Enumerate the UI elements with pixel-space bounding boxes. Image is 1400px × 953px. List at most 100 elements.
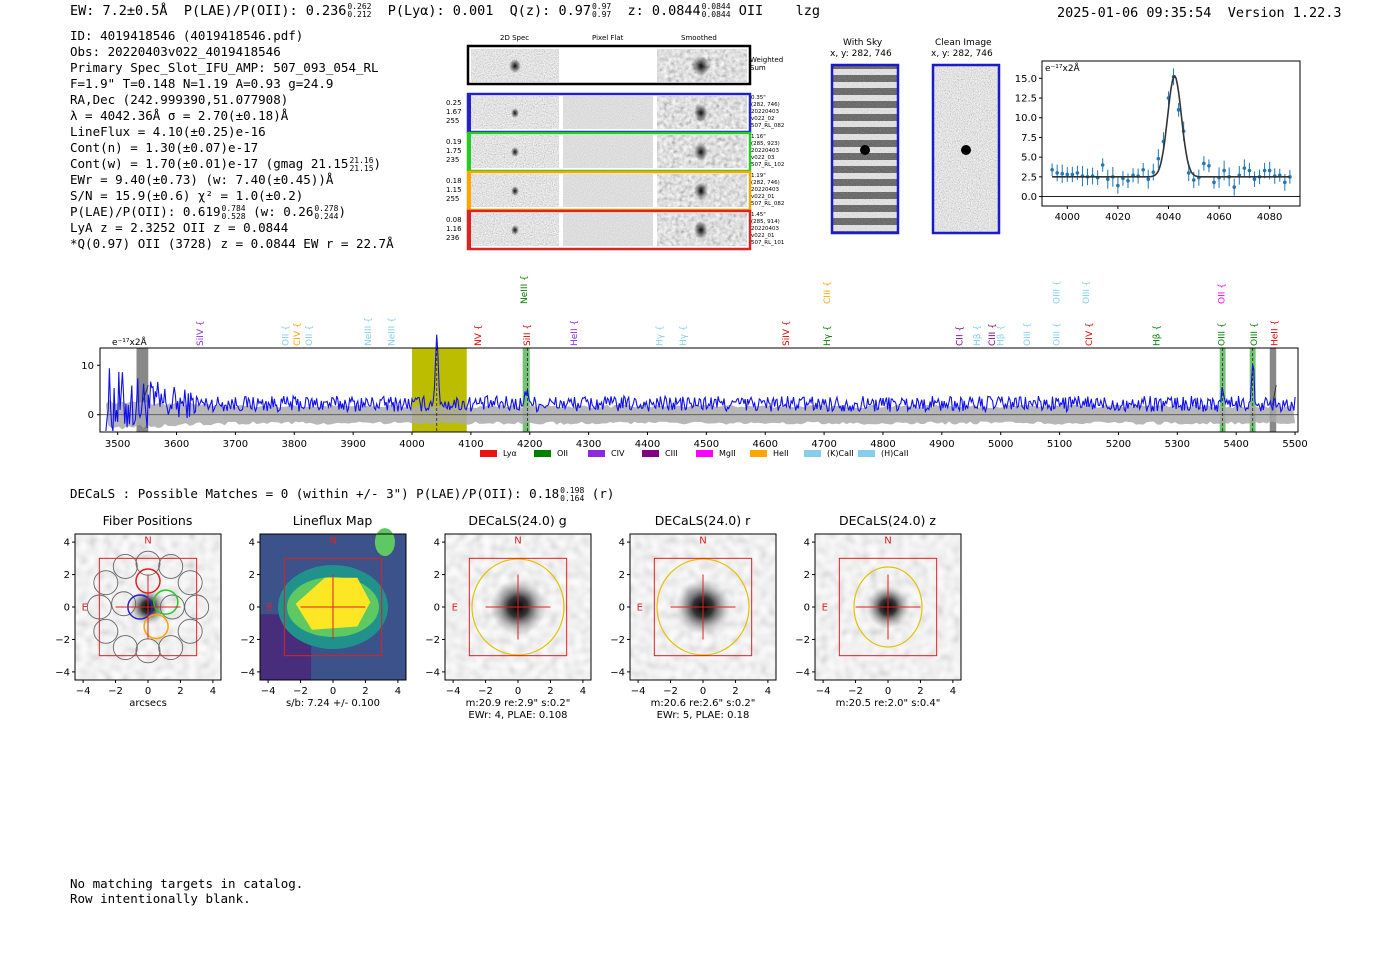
info-plae-w-hi: 0.278 (314, 203, 339, 213)
spec-line-label: Hγ { (823, 325, 833, 346)
spec-line-label: OIII { (1053, 280, 1063, 304)
fit-data-point (1242, 166, 1247, 170)
spec-line-name: OIII { (1218, 322, 1228, 346)
panel-xtick-label: 0 (515, 686, 521, 697)
panel-ytick-label: 4 (64, 538, 70, 549)
aperture-ellipse (656, 558, 750, 656)
panel-ytick-label: 2 (249, 570, 255, 581)
search-box (838, 557, 938, 657)
info-lambda: λ = 4042.36Å σ = 2.70(±0.18)Å (70, 108, 289, 123)
clean-title: Clean Image (935, 38, 992, 48)
cutouts-panel: 2D Spec Pixel Flat Smoothed (440, 30, 800, 255)
spec-xtick-label: 4600 (753, 439, 778, 450)
spec-legend-label: MgII (719, 449, 736, 458)
spec-line-name: SiII { (523, 324, 533, 346)
header-plya: P(Lyα): 0.001 (387, 3, 494, 19)
fit-data-point (1070, 172, 1075, 177)
spec-line-name: CIV { (1085, 322, 1095, 346)
spec-line-label: OIII { (1082, 280, 1092, 304)
decals-summary-band: (r) (591, 486, 615, 501)
fiber-circle (112, 635, 138, 661)
fit-data-point (1065, 172, 1070, 177)
spec-line-name: Hγ { (823, 325, 833, 346)
spec-legend-label: (H)CaII (881, 449, 908, 458)
fiber-pixel-flat (563, 96, 653, 129)
fit-ytick-label: 10.0 (1015, 113, 1037, 124)
fiber-meta-r1: 1.19" (751, 173, 766, 179)
spec-line-label: NeIII { (520, 275, 530, 304)
spec-line-name: OII { (1218, 283, 1228, 304)
compass-east: E (822, 603, 828, 614)
fit-data-point (1141, 167, 1145, 172)
spec-line-label: Hγ { (679, 325, 689, 346)
fit-ytick-label: 15.0 (1015, 74, 1037, 85)
header-qz-lo: 0.97 (591, 10, 612, 19)
panel-xtick-label: 0 (145, 686, 151, 697)
panel-xtick-label: 0 (885, 686, 891, 697)
panel-title: DECaLS(24.0) r (654, 513, 751, 528)
header-z: z: 0.0844 (627, 3, 701, 19)
fit-data-point (1207, 164, 1211, 168)
fit-unit-label: e⁻¹⁷x2Å (1045, 62, 1081, 74)
fiber-source-spot (511, 108, 519, 118)
fiber-meta-r5: 507_RL_082 (751, 123, 785, 129)
fit-ytick-label: 2.5 (1021, 172, 1037, 183)
fiber-stat-v2: 1.75 (446, 147, 462, 155)
header-timestamp: 2025-01-06 09:35:54 (1057, 5, 1212, 21)
fit-data-point (1186, 171, 1191, 175)
fiber-stat-v3: 236 (446, 234, 460, 242)
fiber-row-1 (466, 92, 752, 134)
fiber-smooth-spot (694, 182, 708, 200)
fiber-stat-v2: 1.67 (446, 108, 462, 116)
panel-xtick-label: −2 (478, 686, 493, 697)
col-2d-label: 2D Spec (500, 34, 530, 42)
spec-xtick-label: 3800 (282, 439, 307, 450)
panel-ytick-label: −2 (425, 635, 440, 646)
spec-line-label: SiIV { (782, 320, 792, 346)
panel-xtick-label: 4 (395, 686, 401, 697)
info-plae: P(LAE)/P(OII): 0.619 0.784 0.528 (w: 0.26 0… (70, 203, 346, 221)
fiber-meta-r4: v022_01 (751, 233, 775, 239)
fiber-meta-r5: 507_RL_102 (751, 162, 785, 168)
spec-xtick-label: 4100 (458, 439, 483, 450)
panel-xtick-label: 2 (362, 686, 368, 697)
spec-line-label: SiIV { (196, 320, 206, 346)
spec-line-label: Hβ { (973, 325, 983, 346)
info-contw-text: Cont(w) = 1.70(±0.01)e-17 (gmag 21.15 (70, 156, 349, 171)
col-smooth-label: Smoothed (681, 34, 717, 42)
sky-panel: With Sky x, y: 282, 746 Clean Image x, y… (825, 36, 1015, 241)
panel-xtick-label: −4 (631, 686, 646, 697)
search-box (283, 557, 383, 657)
decals-summary: DECaLS : Possible Matches = 0 (within +/… (70, 486, 614, 503)
info-contn: Cont(n) = 1.30(±0.07)e-17 (70, 140, 259, 155)
fiber-meta-r4: v022_01 (751, 194, 775, 200)
spec-xtick-label: 5400 (1223, 439, 1248, 450)
panel-svg: N E 4 2 0 −2 −4 −4 −2 0 2 4 arcsecs (55, 533, 222, 709)
info-params: F=1.9" T=0.148 N=1.19 A=0.93 g=24.9 (70, 76, 334, 91)
fit-ytick-label: 5.0 (1021, 153, 1037, 164)
spec-legend-swatch (750, 450, 767, 457)
panel-xtick-label: −2 (663, 686, 678, 697)
info-sn: S/N = 15.9(±0.6) χ² = 1.0(±0.2) (70, 188, 304, 203)
fiber-smooth-spot (694, 143, 708, 161)
panel-caption-2: EWr: 5, PLAE: 0.18 (657, 710, 750, 721)
cutouts-svg (466, 44, 752, 251)
spec-line-label: Hβ { (1153, 325, 1163, 346)
aperture-ellipse (471, 558, 565, 656)
spec-line-name: HeII { (570, 320, 580, 346)
fiber-meta-r1: 1.16" (751, 134, 766, 140)
fiber-pixel-flat (563, 135, 653, 168)
fit-data-point (1262, 168, 1267, 173)
info-id: ID: 4019418546 (4019418546.pdf) (70, 28, 304, 43)
spec-xtick-label: 4800 (870, 439, 895, 450)
spec-line-label: NeIII { (387, 317, 397, 346)
fiber-stat-v1: 0.25 (446, 99, 462, 107)
fiber-row-3 (466, 170, 752, 212)
search-box (98, 557, 198, 657)
compass-east: E (82, 603, 88, 614)
panel-caption: m:20.6 re:2.6" s:0.2" (651, 698, 756, 709)
fiber-source-spot (511, 186, 519, 196)
header-ew: EW: 7.2±0.5Å (70, 3, 168, 19)
spec-line-name: Hβ { (973, 325, 983, 346)
panel-ytick-label: 4 (804, 538, 810, 549)
